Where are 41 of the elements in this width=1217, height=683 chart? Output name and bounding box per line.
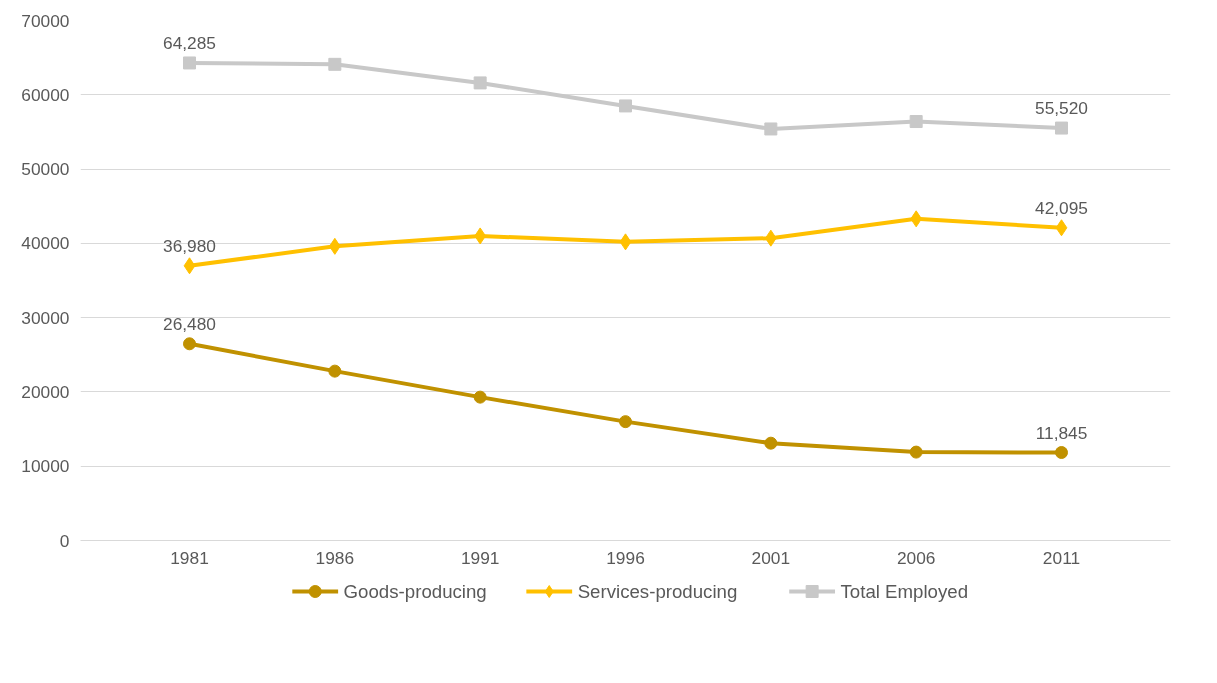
y-tick-label: 60000: [21, 84, 70, 105]
x-tick-label: 1986: [315, 547, 355, 568]
point: [619, 415, 632, 429]
y-tick-label: 10000: [21, 456, 70, 477]
x-tick-label: 2006: [896, 547, 936, 568]
point: [473, 76, 487, 90]
point: [619, 99, 632, 113]
point: [183, 257, 196, 275]
x-tick-label: 1996: [606, 547, 645, 568]
legend-label: Total Employed: [840, 581, 969, 602]
data-label: 64,285: [163, 32, 216, 53]
y-tick-label: 50000: [21, 159, 70, 180]
y-tick-label: 40000: [21, 233, 70, 254]
point: [764, 436, 778, 450]
data-label: 36,980: [163, 235, 216, 256]
point: [1055, 446, 1068, 459]
point: [328, 57, 342, 71]
point: [1055, 219, 1068, 237]
x-tick-label: 2001: [751, 547, 791, 568]
x-tick-label: 2011: [1042, 547, 1081, 568]
point: [183, 337, 196, 351]
legend-label: Services-producing: [577, 581, 738, 602]
x-tick-label: 1991: [460, 547, 500, 568]
point: [619, 233, 632, 251]
y-tick-label: 0: [59, 530, 70, 551]
data-label: 55,520: [1035, 98, 1088, 119]
x-tick-label: 1981: [170, 547, 209, 568]
y-tick-label: 20000: [21, 381, 70, 402]
point: [183, 56, 196, 70]
point: [909, 445, 923, 459]
point: [909, 115, 923, 129]
y-tick-label: 70000: [21, 10, 70, 31]
data-label: 42,095: [1035, 197, 1088, 218]
y-tick-label: 30000: [21, 307, 70, 328]
point: [473, 390, 487, 404]
legend-label: Goods-producing: [343, 581, 487, 602]
point: [328, 364, 342, 378]
data-label: 11,845: [1035, 422, 1088, 443]
point: [764, 122, 778, 136]
point: [1055, 121, 1068, 135]
data-label: 26,480: [163, 313, 216, 334]
